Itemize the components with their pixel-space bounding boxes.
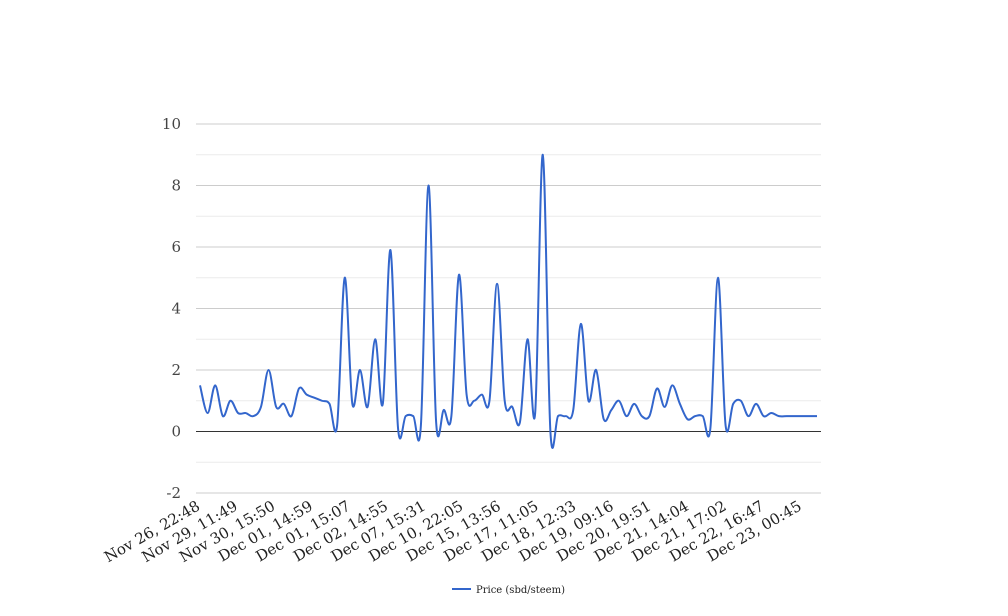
gridlines [196, 123, 821, 494]
y-tick-label: 10 [162, 115, 181, 133]
series-lines [199, 153, 817, 449]
y-tick-label: -2 [166, 484, 181, 502]
y-tick-label: 0 [171, 423, 181, 441]
legend-label-price: Price (sbd/steem) [476, 585, 565, 596]
y-tick-label: 8 [171, 177, 181, 195]
y-tick-label: 6 [171, 238, 181, 256]
legend[interactable]: Price (sbd/steem) [452, 585, 565, 596]
series-line-price[interactable] [199, 153, 817, 449]
y-tick-label: 4 [171, 300, 181, 318]
y-axis-tick-labels: -2 0 2 4 6 8 10 [162, 115, 181, 502]
y-tick-label: 2 [171, 361, 181, 379]
